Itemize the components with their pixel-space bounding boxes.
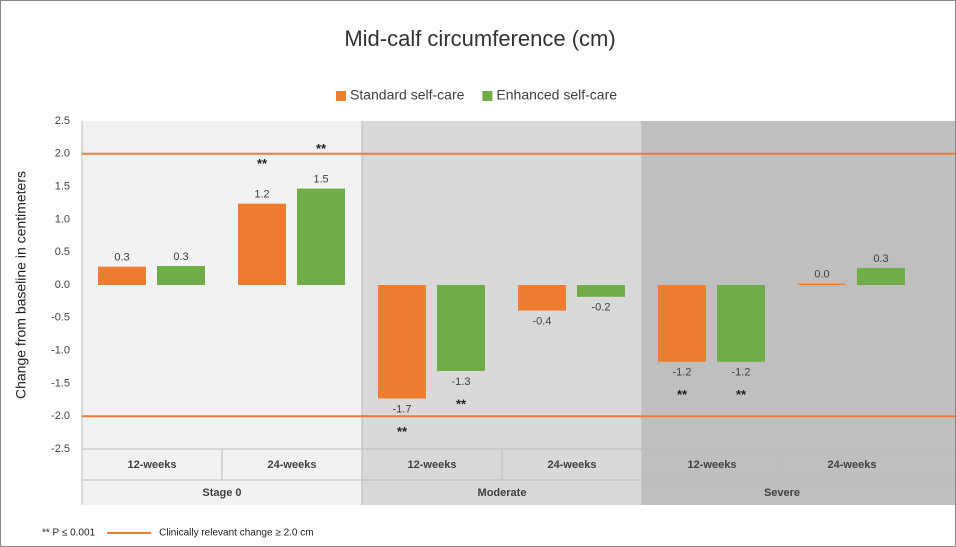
- legend-label: Standard self-care: [350, 87, 465, 103]
- y-tick-label: -1.0: [51, 345, 70, 357]
- bar: [297, 188, 345, 285]
- y-axis-label: Change from baseline in centimeters: [13, 171, 29, 399]
- bar: [518, 285, 566, 311]
- value-label: 0.3: [873, 253, 888, 265]
- value-label: 1.2: [254, 189, 269, 201]
- x-tick-label: 24-weeks: [828, 459, 877, 471]
- bar: [798, 283, 846, 285]
- x-tick-label: 24-weeks: [268, 459, 317, 471]
- y-tick-label: -2.5: [51, 443, 70, 455]
- value-label: 0.3: [173, 251, 188, 263]
- group-background: [82, 121, 362, 505]
- bar: [577, 285, 625, 297]
- y-tick-label: -0.5: [51, 312, 70, 324]
- chart-title: Mid-calf circumference (cm): [344, 26, 615, 51]
- y-tick-label: -1.5: [51, 377, 70, 389]
- significance-marker: **: [677, 387, 688, 402]
- significance-marker: **: [397, 424, 408, 439]
- y-tick-label: 2.0: [55, 148, 70, 160]
- y-tick-label: -2.0: [51, 410, 70, 422]
- value-label: 0.3: [114, 252, 129, 264]
- value-label: -1.3: [452, 376, 471, 388]
- legend-swatch: [482, 91, 493, 101]
- y-tick-label: 0.5: [55, 246, 70, 258]
- legend-swatch: [336, 91, 346, 101]
- value-label: -0.4: [533, 315, 552, 327]
- x-tick-label: 12-weeks: [688, 459, 737, 471]
- bar: [98, 266, 146, 285]
- value-label: 0.0: [814, 269, 829, 281]
- group-label: Stage 0: [202, 487, 241, 499]
- reference-legend-label: Clinically relevant change ≥ 2.0 cm: [159, 528, 313, 539]
- bar: [857, 267, 905, 285]
- value-label: -1.7: [393, 403, 412, 415]
- y-tick-label: 1.0: [55, 213, 70, 225]
- bar: [658, 285, 706, 362]
- significance-marker: **: [257, 156, 268, 171]
- x-tick-label: 12-weeks: [408, 459, 457, 471]
- y-tick-label: 2.5: [55, 115, 70, 127]
- value-label: -1.2: [673, 367, 692, 379]
- bar: [378, 285, 426, 399]
- significance-marker: **: [456, 396, 467, 411]
- bar: [717, 285, 765, 362]
- value-label: 1.5: [313, 173, 328, 185]
- significance-marker: **: [316, 141, 327, 156]
- x-tick-label: 12-weeks: [128, 459, 177, 471]
- bar: [238, 203, 286, 285]
- group-label: Moderate: [478, 487, 527, 499]
- value-label: -1.2: [732, 367, 751, 379]
- legend-label: Enhanced self-care: [496, 87, 617, 103]
- x-tick-label: 24-weeks: [548, 459, 597, 471]
- significance-marker: **: [736, 387, 747, 402]
- footnote: ** P ≤ 0.001: [42, 528, 96, 539]
- y-tick-label: 0.0: [55, 279, 70, 291]
- y-tick-label: 1.5: [55, 181, 70, 193]
- value-label: -0.2: [592, 302, 611, 314]
- group-label: Severe: [764, 487, 800, 499]
- bar: [437, 285, 485, 371]
- bar: [157, 265, 205, 285]
